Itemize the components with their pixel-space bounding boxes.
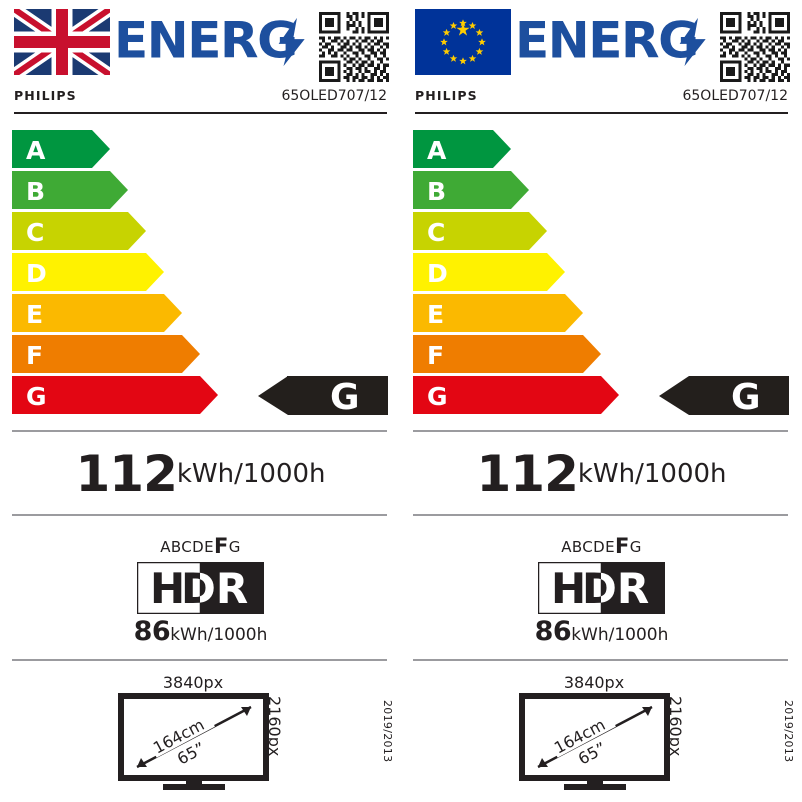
svg-text:H: H [551,564,586,613]
consumption-value: 112 [75,445,177,503]
model-identifier: 65OLED707/12 [281,88,387,104]
energy-label-uk: ENERG [0,0,401,792]
energ-wordmark-eu: ENERG [511,9,717,75]
energy-label-eu: ENERG [401,0,802,802]
tv-height-px-label: 2160px [265,696,284,756]
regulation-reference-eu: 2019/2013 [782,700,795,763]
svg-text:E: E [26,300,43,329]
divider-rule-mid-eu [413,514,788,516]
supplier-brand: PHILIPS [415,88,478,103]
class-bar-f: F [12,335,200,373]
hdr-consumption-value: 86 [534,616,572,647]
hdr-consumption-eu: 86 kWh/1000h [535,618,669,645]
supplier-brand: PHILIPS [14,88,77,103]
svg-text:C: C [26,218,44,247]
svg-text:D: D [26,259,47,288]
label-header-uk: ENERG [0,0,401,88]
qr-code-icon [717,9,794,85]
regulation-reference-uk: 2019/2013 [381,700,394,763]
hdr-scale-rated: F [615,534,630,558]
hdr-consumption-value: 86 [133,616,171,647]
svg-text:H: H [150,564,185,613]
eu-flag-icon [415,9,511,75]
class-bar-c: C [413,212,547,250]
class-bar-g: G [12,376,218,414]
consumption-unit: kWh/1000h [176,458,326,489]
class-bar-c: C [12,212,146,250]
brand-row-uk: PHILIPS 65OLED707/12 [14,88,387,114]
tv-width-px-label: 3840px [162,673,222,692]
label-header-eu: ENERG [401,0,802,88]
annual-consumption-uk: 112 kWh/1000h [0,443,401,505]
divider-rule-top-eu [413,430,788,432]
divider-rule-mid-uk [12,514,387,516]
lightning-bolt-icon [679,17,706,67]
svg-text:DR: DR [582,564,649,613]
annual-consumption-eu: 112 kWh/1000h [401,443,802,505]
model-identifier: 65OLED707/12 [682,88,788,104]
hdr-section-eu: ABCDEFG H DR DR 86 [401,536,802,654]
svg-text:DR: DR [582,564,649,613]
class-bar-b: B [413,171,529,209]
hdr-scale-suffix: G [629,538,642,556]
tv-width-px-label: 3840px [563,673,623,692]
energ-wordmark-uk: ENERG [110,9,316,75]
tv-height-px-label: 2160px [666,696,685,756]
hdr-badge-icon: H DR DR [137,562,264,614]
class-bar-e: E [12,294,182,332]
class-bar-f: F [413,335,601,373]
rated-class-arrow: G [659,376,789,416]
svg-text:DR: DR [181,564,248,613]
class-bar-g: G [413,376,619,414]
energy-class-scale-uk: A B C D E [0,126,401,416]
svg-text:DR: DR [181,564,248,613]
hdr-consumption-unit: kWh/1000h [571,625,669,645]
hdr-scale-rated: F [214,534,229,558]
svg-text:G: G [26,382,47,411]
svg-text:F: F [427,341,444,370]
svg-text:E: E [427,300,444,329]
divider-rule-bottom-eu [413,659,788,661]
consumption-unit: kWh/1000h [577,458,727,489]
svg-text:ENERG: ENERG [515,16,698,68]
class-bar-d: D [413,253,565,291]
class-bar-b: B [12,171,128,209]
hdr-consumption-unit: kWh/1000h [170,625,268,645]
consumption-value: 112 [476,445,578,503]
class-bar-a: A [413,130,511,168]
svg-text:D: D [427,259,448,288]
lightning-bolt-icon [278,17,305,67]
hdr-class-scale-uk: ABCDEFG [160,536,241,557]
television-icon-eu: 3840px 2160px 164cm 65” [401,672,802,792]
brand-row-eu: PHILIPS 65OLED707/12 [415,88,788,114]
svg-text:ENERG: ENERG [114,16,297,68]
divider-rule-bottom-uk [12,659,387,661]
uk-flag-icon [14,9,110,75]
television-icon-uk: 3840px 2160px 164cm 65” [0,672,401,792]
svg-text:B: B [427,177,446,206]
hdr-badge-icon: H DR DR [538,562,665,614]
divider-rule-top-uk [12,430,387,432]
hdr-consumption-uk: 86 kWh/1000h [134,618,268,645]
hdr-class-scale-eu: ABCDEFG [561,536,642,557]
svg-text:G: G [731,377,761,416]
svg-text:C: C [427,218,445,247]
qr-code-icon [316,9,393,85]
rated-class-arrow: G [258,376,388,416]
class-bar-e: E [413,294,583,332]
svg-text:B: B [26,177,45,206]
energy-class-scale-eu: A B C D E [401,126,802,416]
hdr-section-uk: ABCDEFG H DR DR 86 [0,536,401,654]
svg-text:F: F [26,341,43,370]
svg-text:G: G [330,377,360,416]
class-bar-a: A [12,130,110,168]
svg-text:G: G [427,382,448,411]
hdr-scale-prefix: ABCDE [160,538,214,556]
class-bar-d: D [12,253,164,291]
svg-text:A: A [26,136,46,165]
hdr-scale-prefix: ABCDE [561,538,615,556]
hdr-scale-suffix: G [228,538,241,556]
svg-text:A: A [427,136,447,165]
